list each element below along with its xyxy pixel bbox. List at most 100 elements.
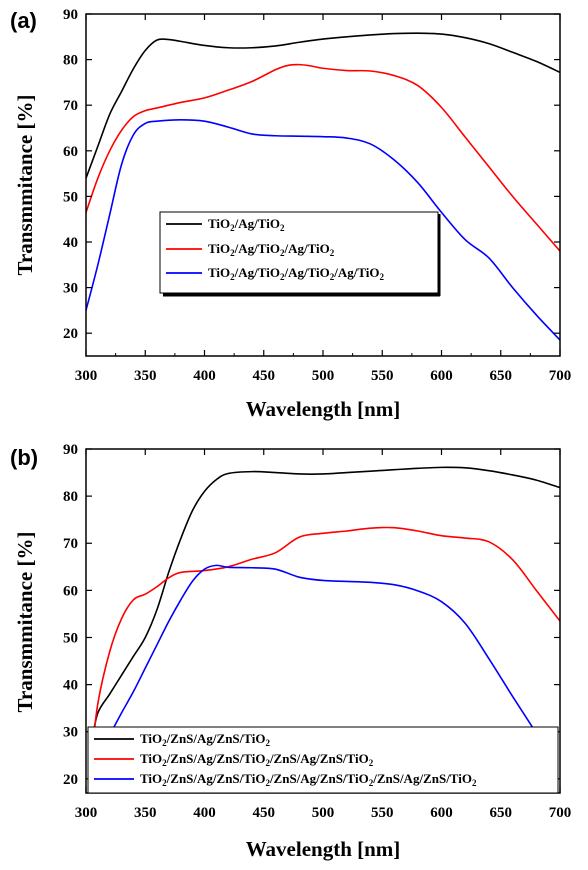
legend-text-part: /ZnS/Ag/ZnS/TiO	[166, 751, 266, 766]
series-group-a	[86, 32, 560, 341]
y-tick-label: 20	[63, 772, 78, 788]
y-tick-label: 90	[63, 7, 78, 23]
y-tick-label: 80	[63, 53, 78, 69]
y-axis-title-b: Transmmitance [%]	[13, 532, 37, 713]
legend-text-part: TiO	[208, 241, 230, 256]
y-tick-label: 60	[63, 583, 78, 599]
series-group-b	[91, 466, 560, 756]
legend-text-part: TiO	[140, 751, 162, 766]
legend-entries-a: TiO2/Ag/TiO2TiO2/Ag/TiO2/Ag/TiO2TiO2/Ag/…	[166, 216, 385, 282]
legend-text-part: /Ag/TiO	[234, 216, 280, 231]
series-line-b-2	[91, 526, 560, 756]
y-tick-label: 50	[63, 630, 78, 646]
y-axis-b: 20 30 40 50 60 70 80 90	[63, 442, 560, 788]
panel-label-a: (a)	[10, 8, 37, 33]
legend-subscript: 2	[280, 272, 285, 282]
x-tick-label: 400	[193, 368, 216, 384]
legend-text-part: TiO	[208, 265, 230, 280]
x-tick-label: 500	[312, 805, 335, 821]
x-tick-label: 500	[312, 368, 335, 384]
legend-subscript: 2	[230, 272, 235, 282]
legend-text-part: /Ag/TiO	[333, 265, 379, 280]
legend-subscript: 2	[162, 758, 167, 768]
x-axis-title-a: Wavelength [nm]	[246, 397, 401, 421]
legend-text-part: TiO	[140, 731, 162, 746]
legend-label-b-1: TiO2/ZnS/Ag/ZnS/TiO2	[140, 731, 270, 748]
legend-label-a-3: TiO2/Ag/TiO2/Ag/TiO2/Ag/TiO2	[208, 265, 385, 282]
y-axis-title-a: Transmmitance [%]	[13, 95, 37, 276]
x-tick-label: 700	[549, 805, 572, 821]
series-line-b-1	[91, 466, 560, 742]
legend-text-part: /ZnS/Ag/ZnS/TiO	[269, 751, 369, 766]
y-tick-label: 90	[63, 442, 78, 458]
legend-subscript: 2	[369, 778, 374, 788]
series-line-a-1	[86, 32, 560, 179]
panel-b: (b) 300 350 400 450 500 550 600 650 700 20 30 40 50…	[10, 442, 571, 861]
x-tick-label: 650	[490, 805, 513, 821]
legend-subscript: 2	[380, 272, 385, 282]
legend-text-part: /ZnS/Ag/ZnS/TiO	[166, 771, 266, 786]
legend-text-part: /Ag/TiO	[283, 241, 329, 256]
legend-text-part: /Ag/TiO	[234, 265, 280, 280]
x-axis-a: 300 350 400 450 500 550 600 650 700	[75, 14, 572, 384]
legend-subscript: 2	[472, 778, 477, 788]
legend-text-part: TiO	[208, 216, 230, 231]
x-tick-label: 550	[371, 368, 394, 384]
legend-subscript: 2	[265, 758, 270, 768]
legend-subscript: 2	[162, 738, 167, 748]
y-tick-label: 60	[63, 144, 78, 160]
x-tick-label: 550	[371, 805, 394, 821]
legend-entries-b: TiO2/ZnS/Ag/ZnS/TiO2TiO2/ZnS/Ag/ZnS/TiO2…	[94, 731, 477, 788]
y-tick-label: 30	[63, 725, 78, 741]
legend-a: TiO2/Ag/TiO2TiO2/Ag/TiO2/Ag/TiO2TiO2/Ag/…	[159, 211, 441, 297]
plot-frame-a	[85, 13, 561, 357]
x-axis-title-b: Wavelength [nm]	[246, 837, 401, 861]
legend-b: TiO2/ZnS/Ag/ZnS/TiO2TiO2/ZnS/Ag/ZnS/TiO2…	[87, 726, 559, 794]
y-tick-label: 40	[63, 678, 78, 694]
legend-label-b-3: TiO2/ZnS/Ag/ZnS/TiO2/ZnS/Ag/ZnS/TiO2/ZnS…	[140, 771, 477, 788]
legend-subscript: 2	[162, 778, 167, 788]
x-tick-label: 300	[75, 368, 98, 384]
legend-subscript: 2	[330, 248, 335, 258]
x-tick-label: 450	[253, 368, 276, 384]
x-axis-b: 300 350 400 450 500 550 600 650 700	[75, 449, 572, 821]
x-tick-label: 600	[430, 368, 453, 384]
x-tick-label: 300	[75, 805, 98, 821]
legend-subscript: 2	[369, 758, 374, 768]
panel-label-b: (b)	[10, 445, 38, 470]
y-axis-a: 20 30 40 50 60 70 80 90	[63, 7, 560, 342]
legend-label-a-2: TiO2/Ag/TiO2/Ag/TiO2	[208, 241, 335, 258]
legend-text-part: /ZnS/Ag/ZnS/TiO	[166, 731, 266, 746]
legend-text-part: /ZnS/Ag/ZnS/TiO	[269, 771, 369, 786]
legend-subscript: 2	[280, 248, 285, 258]
y-tick-label: 50	[63, 189, 78, 205]
y-tick-label: 40	[63, 235, 78, 251]
series-line-a-2	[86, 63, 560, 252]
y-tick-label: 70	[63, 98, 78, 114]
legend-subscript: 2	[330, 272, 335, 282]
legend-text-part: /Ag/TiO	[283, 265, 329, 280]
x-tick-label: 650	[490, 368, 513, 384]
legend-subscript: 2	[265, 738, 270, 748]
series-line-a-3	[86, 118, 560, 341]
series-line-b-3	[103, 564, 535, 747]
y-tick-label: 30	[63, 281, 78, 297]
legend-subscript: 2	[265, 778, 270, 788]
legend-label-b-2: TiO2/ZnS/Ag/ZnS/TiO2/ZnS/Ag/ZnS/TiO2	[140, 751, 374, 768]
legend-subscript: 2	[280, 223, 285, 233]
x-tick-label: 350	[134, 805, 157, 821]
x-tick-label: 450	[253, 805, 276, 821]
y-tick-label: 70	[63, 536, 78, 552]
x-tick-label: 600	[430, 805, 453, 821]
legend-text-part: TiO	[140, 771, 162, 786]
legend-subscript: 2	[230, 223, 235, 233]
x-tick-label: 700	[549, 368, 572, 384]
legend-box-b	[87, 726, 559, 794]
legend-text-part: /ZnS/Ag/ZnS/TiO	[372, 771, 472, 786]
legend-text-part: /Ag/TiO	[234, 241, 280, 256]
y-tick-label: 80	[63, 489, 78, 505]
y-tick-label: 20	[63, 326, 78, 342]
x-tick-label: 350	[134, 368, 157, 384]
x-tick-label: 400	[193, 805, 216, 821]
